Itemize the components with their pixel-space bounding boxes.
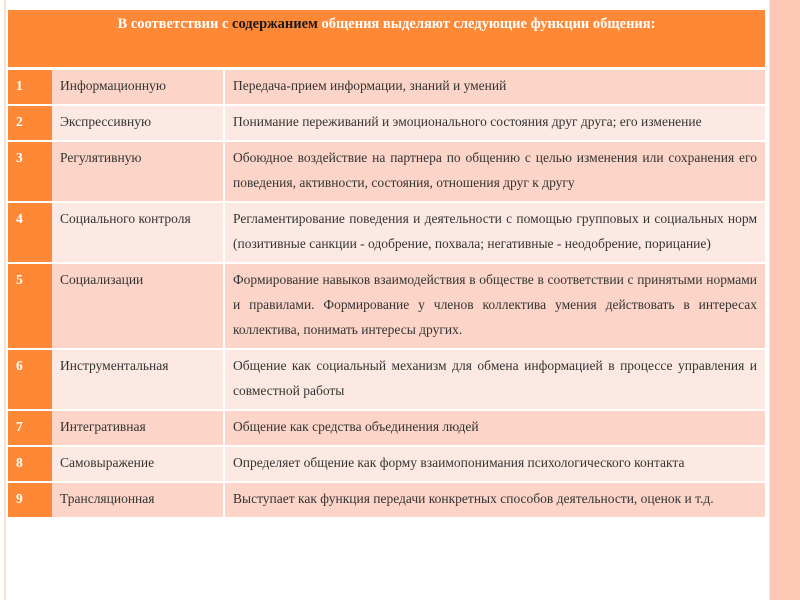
function-name: Самовыражение <box>52 446 225 483</box>
row-number: 4 <box>8 202 52 264</box>
table-row: 3 Регулятивную Обоюдное воздействие на пар… <box>8 141 765 203</box>
table-row: 2 Экспрессивную Понимание переживаний и эм… <box>8 105 765 142</box>
function-name: Информационную <box>52 68 225 106</box>
row-number: 5 <box>8 263 52 350</box>
functions-table: В соответствии с содержанием общения выд… <box>8 10 765 519</box>
function-description: Формирование навыков взаимодействия в об… <box>224 263 765 350</box>
function-description: Выступает как функция передачи конкретны… <box>224 482 765 519</box>
function-name: Трансляционная <box>52 482 225 519</box>
function-description: Передача-прием информации, знаний и умен… <box>224 68 765 106</box>
row-number: 3 <box>8 141 52 203</box>
function-name: Инструментальная <box>52 349 225 411</box>
function-description: Общение как социальный механизм для обме… <box>224 349 765 411</box>
function-name: Регулятивную <box>52 141 225 203</box>
row-number: 9 <box>8 482 52 519</box>
function-description: Понимание переживаний и эмоционального с… <box>224 105 765 142</box>
table-row: 1 Информационную Передача-прием информации… <box>8 68 765 106</box>
function-description: Регламентирование поведения и деятельнос… <box>224 202 765 264</box>
table-row: 6 Инструментальная Общение как социальный … <box>8 349 765 411</box>
table-row: 5 Социализации Формирование навыков взаимо… <box>8 263 765 350</box>
table-header: В соответствии с содержанием общения выд… <box>8 10 765 70</box>
function-name: Интегративная <box>52 410 225 447</box>
row-number: 1 <box>8 68 52 106</box>
function-name: Экспрессивную <box>52 105 225 142</box>
row-number: 6 <box>8 349 52 411</box>
row-number: 2 <box>8 105 52 142</box>
function-name: Социализации <box>52 263 225 350</box>
table-row: 8 Самовыражение Определяет общение как фор… <box>8 446 765 483</box>
function-name: Социального контроля <box>52 202 225 264</box>
table-row: 9 Трансляционная Выступает как функция пер… <box>8 482 765 519</box>
function-description: Общение как средства объединения людей <box>224 410 765 447</box>
row-number: 7 <box>8 410 52 447</box>
function-description: Определяет общение как форму взаимопоним… <box>224 446 765 483</box>
row-number: 8 <box>8 446 52 483</box>
table-row: 4 Социального контроля Регламентирование п… <box>8 202 765 264</box>
function-description: Обоюдное воздействие на партнера по обще… <box>224 141 765 203</box>
table-row: 7 Интегративная Общение как средства объед… <box>8 410 765 447</box>
decorative-strip <box>770 0 800 600</box>
